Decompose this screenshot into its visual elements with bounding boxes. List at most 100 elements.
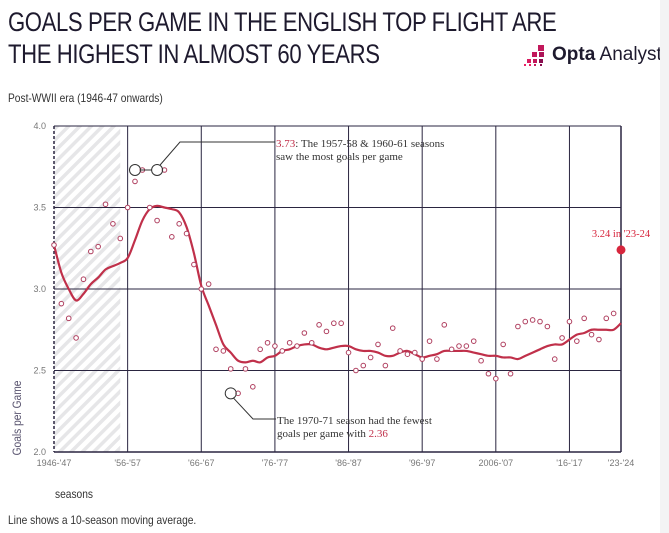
data-point: [323, 328, 330, 335]
x-tick-label: '96-'97: [409, 458, 435, 468]
x-tick-label: '66-'67: [188, 458, 214, 468]
title-line-2: THE HIGHEST IN ALMOST 60 YEARS: [8, 39, 380, 69]
data-point: [102, 201, 109, 208]
min-annotation-line1: The 1970-71 season had the fewest: [277, 415, 432, 427]
y-axis-label: Goals per Game: [11, 381, 24, 456]
min-annotation-line2: goals per game with 2.36: [277, 428, 388, 440]
y-tick-label: 3.0: [33, 284, 46, 294]
data-point: [220, 348, 227, 354]
data-point: [596, 336, 602, 343]
data-point: [566, 318, 573, 325]
data-point: [610, 310, 617, 317]
data-point: [250, 384, 256, 390]
data-point: [205, 281, 212, 287]
data-point: [456, 343, 462, 349]
max-annotation-line2: saw the most goals per game: [276, 151, 403, 163]
data-point: [242, 366, 249, 372]
data-point: [397, 348, 403, 354]
data-point: [404, 351, 411, 358]
data-point: [198, 286, 205, 292]
max-callout-line: [159, 141, 275, 166]
opta-logo-icon: [524, 45, 544, 66]
data-point: [581, 315, 587, 322]
x-tick-label: '76-'77: [262, 458, 288, 468]
data-point: [73, 335, 79, 341]
data-point: [507, 370, 514, 377]
data-point: [478, 357, 484, 364]
data-point: [331, 320, 337, 327]
x-tick-label: 1946-'47: [37, 458, 72, 468]
data-point: [279, 348, 286, 354]
data-point: [463, 343, 470, 349]
y-tick-label: 2.0: [33, 447, 46, 457]
data-point: [500, 341, 506, 348]
data-point: [308, 339, 315, 346]
data-point: [183, 230, 190, 237]
title-line-1: GOALS PER GAME IN THE ENGLISH TOP FLIGHT…: [8, 7, 557, 37]
min-text: goals per game with: [277, 428, 369, 440]
data-point: [367, 354, 374, 361]
data-point: [286, 339, 293, 346]
data-point: [132, 178, 138, 185]
data-point: [146, 204, 153, 211]
data-point: [441, 322, 448, 328]
max-annotation-line1: 3.73: The 1957-58 & 1960-61 seasons: [276, 138, 444, 150]
footer-note: Line shows a 10-season moving average.: [8, 513, 197, 527]
max-highlight-ring: [129, 164, 141, 177]
data-point: [191, 261, 197, 268]
max-highlight-ring: [151, 164, 164, 177]
data-point: [176, 221, 182, 227]
y-tick-label: 3.5: [33, 203, 46, 213]
page-edge: [660, 0, 669, 533]
highlight-point-2023-24: [616, 245, 626, 255]
data-point: [360, 362, 367, 369]
x-tick-label: '23-'24: [608, 458, 634, 468]
data-point: [154, 217, 160, 224]
data-point: [338, 320, 344, 327]
data-point: [169, 234, 175, 240]
data-point: [316, 322, 322, 328]
data-point: [301, 330, 308, 336]
min-value: 2.36: [369, 428, 389, 440]
data-point: [124, 204, 131, 211]
data-point: [51, 242, 57, 248]
x-tick-label: '16-'17: [556, 458, 582, 468]
logo-text-bold: Opta: [552, 44, 596, 65]
min-callout-line: [233, 397, 276, 420]
logo-text: Opta Analyst: [552, 44, 662, 66]
x-tick-label: 2006-'07: [478, 458, 513, 468]
x-tick-label: '86-'87: [335, 458, 361, 468]
data-point: [88, 248, 94, 255]
data-point: [551, 356, 558, 362]
data-point: [65, 315, 72, 322]
data-point: [544, 323, 551, 330]
data-point: [485, 370, 492, 377]
data-point: [110, 221, 116, 227]
data-point: [80, 276, 87, 283]
logo-text-light: Analyst: [599, 44, 662, 65]
data-point: [448, 346, 455, 353]
data-point: [574, 338, 580, 344]
data-point: [227, 366, 234, 372]
data-point: [375, 341, 381, 348]
data-point: [264, 339, 271, 346]
x-axis-label: seasons: [55, 487, 93, 501]
y-tick-label: 4.0: [33, 121, 46, 131]
moving-average-line: [52, 204, 622, 364]
max-value: 3.73: [276, 138, 296, 150]
min-highlight-ring: [224, 387, 237, 400]
data-point: [294, 343, 300, 349]
chart-title: GOALS PER GAME IN THE ENGLISH TOP FLIGHT…: [8, 6, 557, 70]
x-tick-label: '56-'57: [114, 458, 140, 468]
opta-analyst-logo: Opta Analyst: [524, 43, 662, 67]
data-point: [272, 343, 278, 349]
latest-season-annotation: 3.24 in '23-24: [592, 229, 651, 240]
data-point: [470, 338, 477, 344]
data-point: [345, 349, 352, 356]
data-point: [412, 349, 418, 356]
data-point: [537, 318, 543, 325]
data-point: [95, 243, 101, 250]
data-point: [559, 335, 565, 341]
max-text: : The 1957-58 & 1960-61 seasons: [295, 138, 444, 150]
